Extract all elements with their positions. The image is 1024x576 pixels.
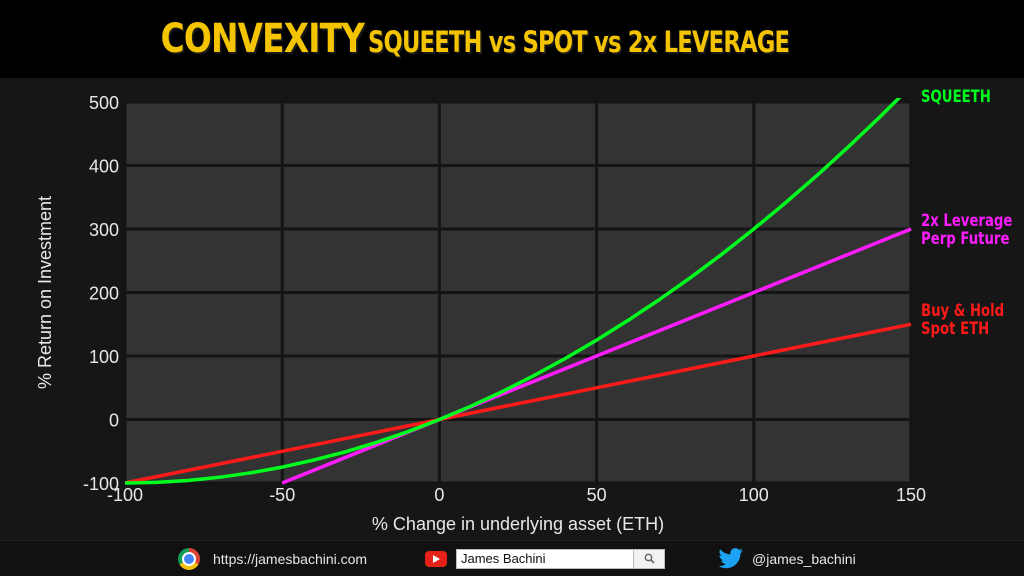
title-sub: SQUEETH vs SPOT vs 2x LEVERAGE bbox=[368, 25, 790, 59]
series-label: Buy & Hold bbox=[921, 300, 1004, 320]
x-tick-label: 0 bbox=[434, 485, 444, 505]
series-label: 2x Leverage bbox=[921, 210, 1012, 230]
youtube-icon bbox=[425, 550, 447, 567]
y-tick-label: 300 bbox=[89, 220, 119, 240]
twitter-icon bbox=[718, 547, 743, 568]
title-main: CONVEXITY bbox=[160, 16, 364, 62]
series-line-2x-leverage-perp-future bbox=[281, 227, 912, 485]
x-tick-label: -50 bbox=[269, 485, 295, 505]
y-tick-label: 400 bbox=[89, 157, 119, 177]
series-line-buy-hold-spot-eth bbox=[124, 322, 912, 485]
youtube-search: James Bachini bbox=[456, 548, 665, 569]
y-tick-label: -100 bbox=[83, 474, 119, 494]
youtube-search-input[interactable]: James Bachini bbox=[456, 548, 634, 569]
title-bar: CONVEXITY SQUEETH vs SPOT vs 2x LEVERAGE bbox=[0, 0, 1024, 78]
chart-title: CONVEXITY SQUEETH vs SPOT vs 2x LEVERAGE bbox=[116, 16, 909, 62]
x-tick-label: -100 bbox=[107, 485, 143, 505]
footer: https://jamesbachini.com James Bachini @… bbox=[0, 540, 1024, 576]
series-label: SQUEETH bbox=[921, 86, 991, 106]
x-tick-label: 150 bbox=[896, 485, 926, 505]
series-label: Spot ETH bbox=[921, 318, 989, 338]
grid bbox=[123, 100, 913, 485]
youtube-channel[interactable]: James Bachini bbox=[425, 541, 665, 576]
series-lines bbox=[124, 98, 912, 485]
youtube-search-button[interactable] bbox=[634, 548, 665, 569]
x-axis-label: % Change in underlying asset (ETH) bbox=[372, 514, 664, 534]
series-label: Perp Future bbox=[921, 228, 1009, 248]
y-tick-label: 100 bbox=[89, 347, 119, 367]
twitter-link[interactable]: @james_bachini bbox=[718, 541, 856, 576]
chrome-icon bbox=[178, 547, 200, 570]
chart-area: -100 -50 0 50 100 150 -100 0 100 200 300 400 500 SQU… bbox=[0, 78, 1024, 540]
convexity-chart: -100 -50 0 50 100 150 -100 0 100 200 300 400 500 SQU… bbox=[35, 86, 1012, 534]
y-tick-label: 0 bbox=[109, 411, 119, 431]
twitter-handle: @james_bachini bbox=[752, 550, 856, 567]
y-tick-label: 500 bbox=[89, 93, 119, 113]
search-icon bbox=[644, 553, 655, 564]
x-tick-label: 50 bbox=[587, 485, 607, 505]
x-tick-label: 100 bbox=[739, 485, 769, 505]
y-axis-label: % Return on Investment bbox=[35, 196, 55, 389]
series-line-squeeth bbox=[124, 98, 902, 485]
tick-labels: -100 -50 0 50 100 150 -100 0 100 200 300 400 500 bbox=[83, 93, 926, 505]
website-link[interactable]: https://jamesbachini.com bbox=[178, 541, 367, 576]
y-tick-label: 200 bbox=[89, 284, 119, 304]
website-text: https://jamesbachini.com bbox=[213, 550, 368, 567]
